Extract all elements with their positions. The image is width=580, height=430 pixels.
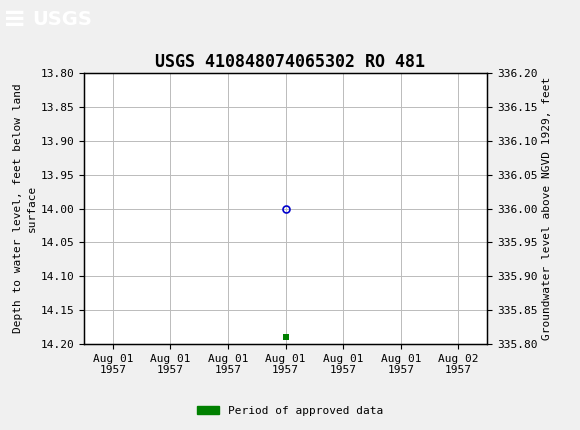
Text: USGS 410848074065302 RO 481: USGS 410848074065302 RO 481 bbox=[155, 53, 425, 71]
Y-axis label: Depth to water level, feet below land
surface: Depth to water level, feet below land su… bbox=[13, 84, 37, 333]
Text: ≡: ≡ bbox=[3, 5, 26, 34]
Text: USGS: USGS bbox=[32, 10, 92, 29]
Y-axis label: Groundwater level above NGVD 1929, feet: Groundwater level above NGVD 1929, feet bbox=[542, 77, 552, 340]
Legend: Period of approved data: Period of approved data bbox=[193, 401, 387, 420]
